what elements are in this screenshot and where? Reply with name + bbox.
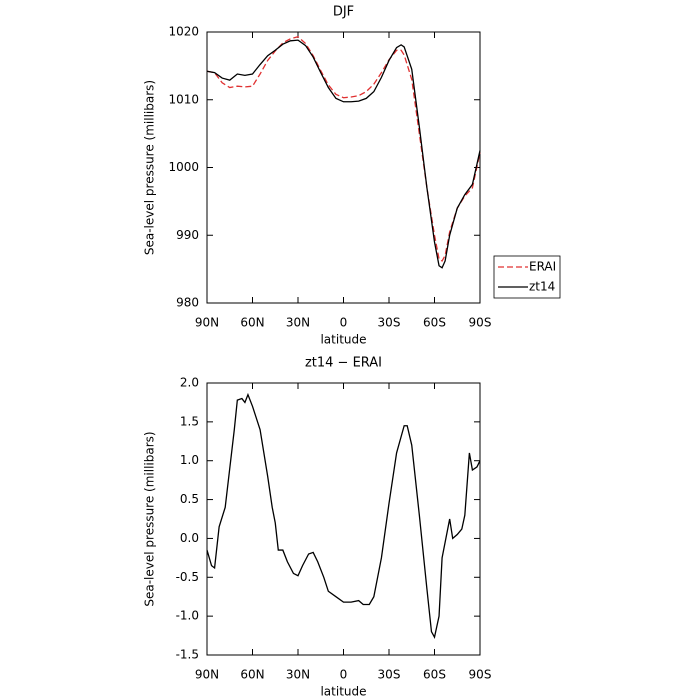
x-tick-label: 60S bbox=[423, 668, 446, 682]
y-axis-label: Sea-level pressure (millibars) bbox=[143, 80, 157, 255]
y-tick-label: 1010 bbox=[168, 92, 199, 106]
y-tick-label: -1.5 bbox=[176, 648, 199, 662]
legend-label: ERAI bbox=[529, 260, 556, 274]
x-tick-label: 90S bbox=[469, 668, 492, 682]
data-line bbox=[206, 39, 481, 269]
legend-box bbox=[493, 255, 561, 299]
data-line bbox=[206, 392, 481, 639]
y-axis-label: Sea-level pressure (millibars) bbox=[143, 431, 157, 606]
chart-title: zt14 − ERAI bbox=[305, 356, 382, 371]
y-tick-label: 1020 bbox=[168, 25, 199, 39]
x-tick-label: 30N bbox=[286, 668, 310, 682]
x-tick-label: 0 bbox=[340, 316, 348, 330]
y-tick-label: 1000 bbox=[168, 160, 199, 174]
x-tick-label: 90S bbox=[469, 316, 492, 330]
x-axis-label: latitude bbox=[320, 685, 366, 699]
plot-frame bbox=[206, 382, 481, 656]
y-tick-label: 990 bbox=[176, 228, 199, 242]
legend-label: zt14 bbox=[529, 280, 555, 294]
y-tick-label: 980 bbox=[176, 296, 199, 310]
x-tick-label: 30N bbox=[286, 316, 310, 330]
x-tick-label: 90N bbox=[195, 668, 219, 682]
y-tick-label: 1.5 bbox=[180, 414, 199, 428]
x-axis-label: latitude bbox=[320, 333, 366, 347]
x-tick-label: 90N bbox=[195, 316, 219, 330]
y-tick-label: -0.5 bbox=[176, 570, 199, 584]
data-line bbox=[206, 36, 481, 262]
y-tick-label: -1.0 bbox=[176, 609, 199, 623]
x-tick-label: 30S bbox=[378, 316, 401, 330]
x-tick-label: 30S bbox=[378, 668, 401, 682]
y-tick-label: 1.0 bbox=[180, 453, 199, 467]
y-tick-label: 0.5 bbox=[180, 492, 199, 506]
x-tick-label: 0 bbox=[340, 668, 348, 682]
y-tick-label: 0.0 bbox=[180, 531, 199, 545]
x-tick-label: 60S bbox=[423, 316, 446, 330]
x-tick-label: 60N bbox=[240, 668, 264, 682]
chart-title: DJF bbox=[333, 5, 354, 20]
x-tick-label: 60N bbox=[240, 316, 264, 330]
y-tick-label: 2.0 bbox=[180, 376, 199, 390]
plot-frame bbox=[206, 31, 481, 304]
